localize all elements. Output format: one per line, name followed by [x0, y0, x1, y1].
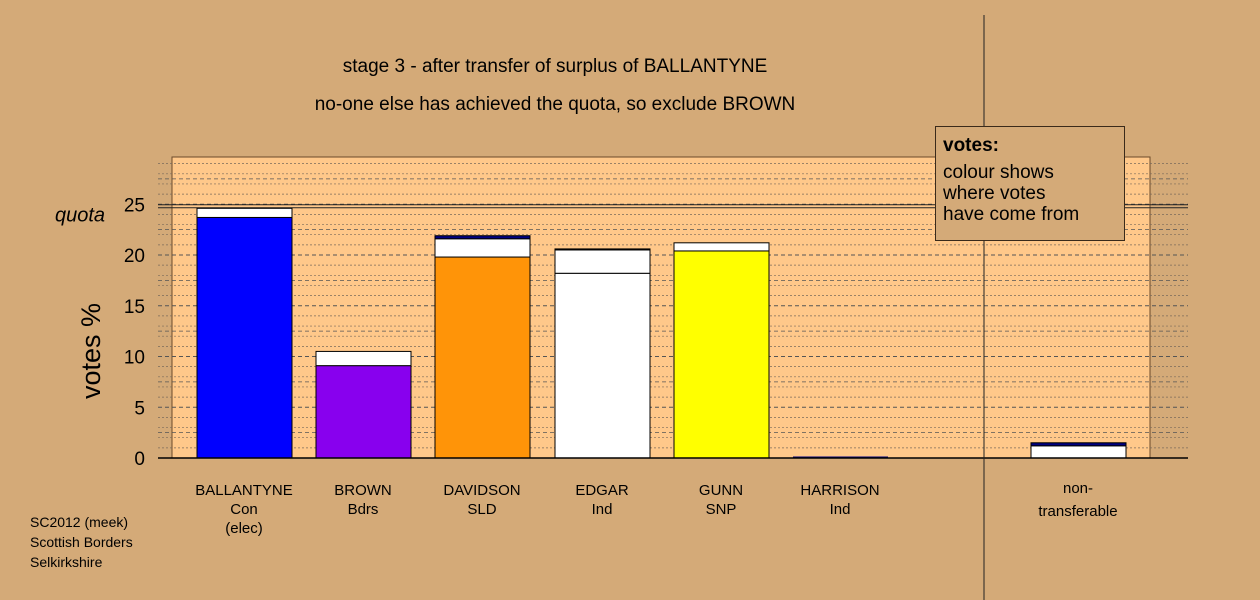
- y-tick-label: 25: [124, 195, 145, 216]
- x-tick-label: BROWN: [334, 482, 392, 499]
- legend-line: colour shows: [943, 162, 1054, 183]
- legend-box: votes: colour shows where votes have com…: [935, 126, 1125, 241]
- bar-segment: [196, 207, 293, 218]
- x-tick-label: Bdrs: [348, 501, 379, 518]
- x-tick-label: EDGAR: [575, 482, 629, 499]
- x-tick-label: SNP: [706, 501, 737, 518]
- bar-segment: [673, 242, 770, 252]
- y-tick-label: 20: [124, 246, 145, 267]
- x-tick-label: SLD: [467, 501, 496, 518]
- x-tick-label: BALLANTYNE: [195, 482, 293, 499]
- x-tick-label: non-: [1063, 480, 1093, 497]
- y-tick-label: 10: [124, 348, 145, 369]
- bar-segment: [554, 248, 651, 251]
- x-tick-label: HARRISON: [800, 482, 879, 499]
- x-tick-label: Con: [230, 501, 258, 518]
- footer-line: Scottish Borders: [30, 534, 133, 550]
- y-tick-label: 0: [134, 449, 145, 470]
- x-tick-label: DAVIDSON: [443, 482, 520, 499]
- footer-info: SC2012 (meek) Scottish Borders Selkirksh…: [30, 512, 133, 572]
- bar-base: [554, 272, 651, 459]
- bar-segment: [1030, 442, 1127, 447]
- bar-segment: [1030, 445, 1127, 459]
- x-tick-label: Ind: [830, 501, 851, 518]
- bar-segment: [554, 249, 651, 274]
- bar-base: [196, 216, 293, 459]
- bar-base: [315, 365, 412, 459]
- y-tick-label: 5: [134, 398, 145, 419]
- bar-segment: [434, 238, 531, 258]
- bar-segment: [434, 235, 531, 240]
- y-tick-label: 15: [124, 297, 145, 318]
- legend-line: have come from: [943, 204, 1080, 225]
- bar-base: [673, 250, 770, 459]
- chart-title: stage 3 - after transfer of surplus of B…: [343, 56, 768, 77]
- bar-segment: [315, 350, 412, 367]
- x-tick-label: (elec): [225, 520, 263, 537]
- legend-title: votes:: [943, 135, 999, 156]
- x-tick-label: GUNN: [699, 482, 743, 499]
- footer-line: SC2012 (meek): [30, 514, 129, 530]
- footer-line: Selkirkshire: [30, 554, 103, 570]
- quota-label: quota: [55, 204, 105, 226]
- x-tick-label: Ind: [592, 501, 613, 518]
- x-tick-label: transferable: [1038, 503, 1117, 520]
- chart-subtitle: no-one else has achieved the quota, so e…: [315, 94, 796, 115]
- legend-line: where votes: [943, 183, 1046, 204]
- y-axis-label: votes %: [76, 303, 106, 399]
- bar-base: [434, 256, 531, 459]
